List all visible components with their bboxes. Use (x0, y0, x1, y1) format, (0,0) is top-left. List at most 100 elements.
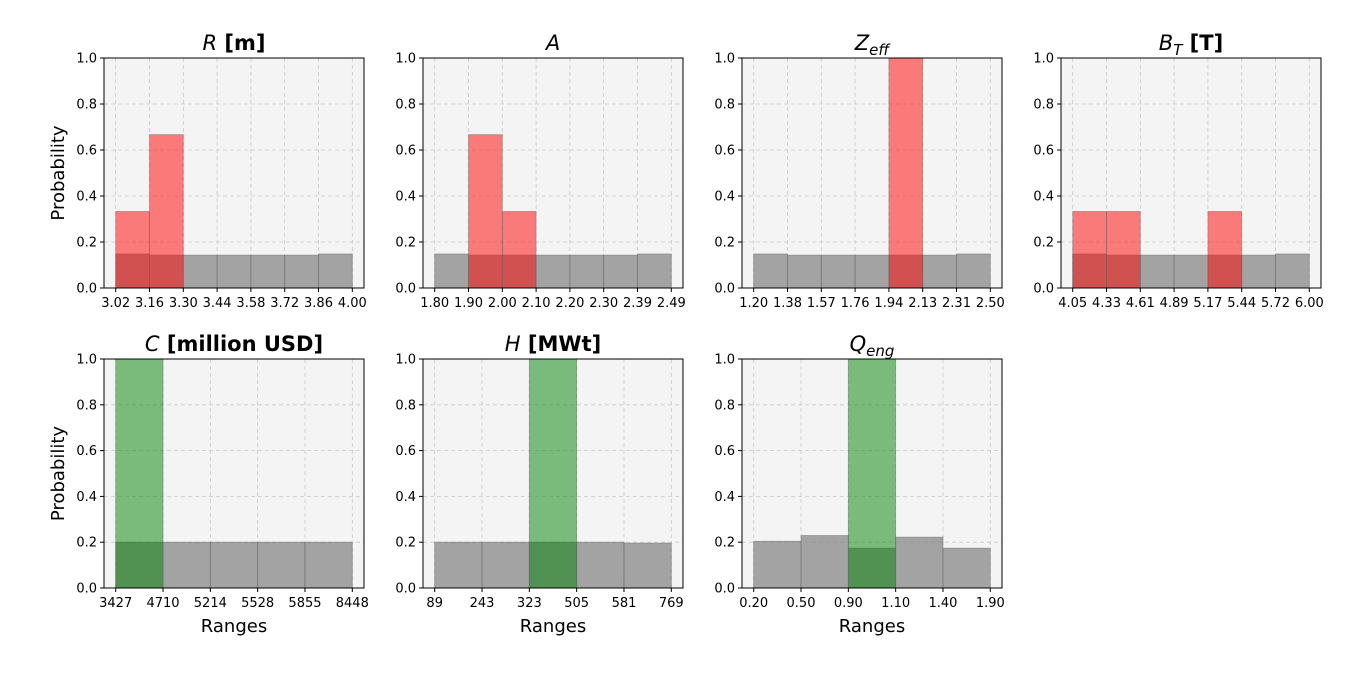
bar-all-samples (535, 254, 571, 289)
bar-all-samples (637, 253, 672, 289)
bar-all-samples (895, 536, 944, 589)
x-tick-label: 1.10 (881, 596, 910, 611)
bar-selected-samples (528, 358, 578, 589)
y-tick-label: 0.2 (395, 236, 416, 251)
bar-all-samples (257, 541, 306, 589)
title-unit: [m] (217, 31, 265, 55)
y-tick-label: 0.8 (395, 98, 416, 113)
x-tick-label: 3.58 (236, 296, 265, 311)
bar-selected-samples (149, 134, 184, 289)
x-tick-label: 5.44 (1227, 296, 1256, 311)
x-tick-label: 3427 (99, 596, 132, 611)
title-symbol: B (1159, 31, 1173, 55)
subplot-title: R [m] (203, 31, 266, 55)
y-tick-label: 1.0 (1033, 52, 1054, 67)
x-tick-label: 6.00 (1295, 296, 1324, 311)
bar-all-samples (182, 254, 218, 289)
title-unit: [T] (1182, 31, 1223, 55)
y-tick-label: 0.6 (714, 144, 735, 159)
title-symbol: Z (854, 31, 870, 55)
bar-all-samples (1275, 253, 1310, 289)
y-tick-label: 0.2 (1033, 236, 1054, 251)
bar-all-samples (753, 253, 788, 289)
x-tick-label: 1.20 (739, 296, 768, 311)
y-tick-label: 0.0 (714, 582, 735, 597)
plot-area (742, 58, 1002, 288)
y-tick-label: 0.6 (76, 444, 97, 459)
bar-all-samples (922, 254, 957, 289)
x-tick-label: 3.72 (270, 296, 299, 311)
y-tick-label: 0.4 (395, 190, 416, 205)
bar-all-samples (481, 541, 530, 589)
bar-selected-samples (468, 134, 503, 289)
bar-selected-samples (1106, 211, 1141, 289)
y-tick-label: 1.0 (395, 353, 416, 368)
x-tick-label: 2.49 (657, 296, 686, 311)
axes-frame (741, 358, 1003, 589)
x-tick-label: 3.16 (135, 296, 164, 311)
subplot-6: 0.0 0.2 0.4 0.6 0.8 1.0 89 243 323 505 581 769 H [MW… (395, 332, 683, 637)
x-tick-label: 1.38 (773, 296, 802, 311)
title-subscript: eff (869, 41, 891, 59)
x-tick-label: 0.20 (739, 596, 768, 611)
subplot-1: 0.0 0.2 0.4 0.6 0.8 1.0 3.02 3.16 3.30 3.44 3.58 3.… (48, 31, 367, 311)
y-tick-label: 1.0 (395, 52, 416, 67)
y-tick-label: 0.2 (76, 536, 97, 551)
x-tick-label: 0.50 (787, 596, 816, 611)
bar-selected-samples (847, 358, 897, 589)
x-tick-label: 1.57 (807, 296, 836, 311)
y-tick-label: 0.0 (395, 282, 416, 297)
y-tick-label: 1.0 (76, 52, 97, 67)
x-tick-label: 2.20 (555, 296, 584, 311)
bar-selected-samples (888, 57, 924, 289)
x-tick-label: 1.94 (874, 296, 903, 311)
x-axis-label: Ranges (839, 616, 905, 637)
bar-all-samples (284, 254, 319, 289)
axes-frame (1060, 57, 1322, 289)
x-tick-label: 2.10 (522, 296, 551, 311)
bar-all-samples (623, 542, 672, 589)
bar-all-samples (576, 541, 625, 589)
x-axis-label: Ranges (201, 616, 267, 637)
bar-all-samples (854, 254, 890, 289)
y-tick-label: 0.4 (395, 490, 416, 505)
y-tick-label: 0.8 (76, 398, 97, 413)
axes-frame (103, 57, 365, 289)
bar-all-samples (603, 254, 638, 289)
x-tick-label: 4.61 (1126, 296, 1155, 311)
x-tick-label: 4.00 (338, 296, 367, 311)
bar-all-samples (1241, 254, 1276, 289)
title-subscript: eng (866, 342, 894, 360)
x-tick-label: 0.90 (834, 596, 863, 611)
bar-all-samples (1173, 254, 1209, 289)
y-tick-label: 0.0 (1033, 282, 1054, 297)
x-tick-label: 5528 (241, 596, 274, 611)
y-tick-label: 0.4 (714, 490, 735, 505)
grid (104, 57, 364, 289)
bar-selected-samples (1207, 211, 1243, 289)
x-tick-label: 2.13 (908, 296, 937, 311)
x-tick-label: 1.90 (976, 596, 1005, 611)
y-tick-label: 0.2 (714, 236, 735, 251)
x-tick-label: 3.86 (304, 296, 333, 311)
subplot-7: 0.0 0.2 0.4 0.6 0.8 1.0 0.20 0.50 0.90 1.10 1.40 1.… (714, 332, 1004, 637)
y-tick-label: 0.0 (714, 282, 735, 297)
axes-frame (422, 57, 684, 289)
bar-all-samples (209, 541, 259, 589)
subplot-title: H [MWt] (505, 332, 601, 356)
bar-all-samples (800, 535, 849, 589)
bar-all-samples (820, 254, 856, 289)
subplot-title: Qeng (850, 332, 895, 360)
x-tick-label: 3.30 (169, 296, 198, 311)
y-tick-label: 0.8 (714, 398, 735, 413)
subplot-4: 0.0 0.2 0.4 0.6 0.8 1.0 4.05 4.33 4.61 4.89 5.17 5.… (1033, 31, 1323, 311)
y-tick-label: 0.4 (76, 490, 97, 505)
title-unit: [MWt] (521, 332, 602, 356)
subplot-title: BT [T] (1159, 31, 1223, 59)
subplot-2: 0.0 0.2 0.4 0.6 0.8 1.0 1.80 1.90 2.00 2.10 2.20 2.… (395, 31, 685, 311)
bar-all-samples (569, 254, 605, 289)
x-tick-label: 2.39 (623, 296, 652, 311)
y-tick-label: 0.4 (714, 190, 735, 205)
x-tick-label: 1.80 (420, 296, 449, 311)
x-tick-label: 1.90 (454, 296, 483, 311)
